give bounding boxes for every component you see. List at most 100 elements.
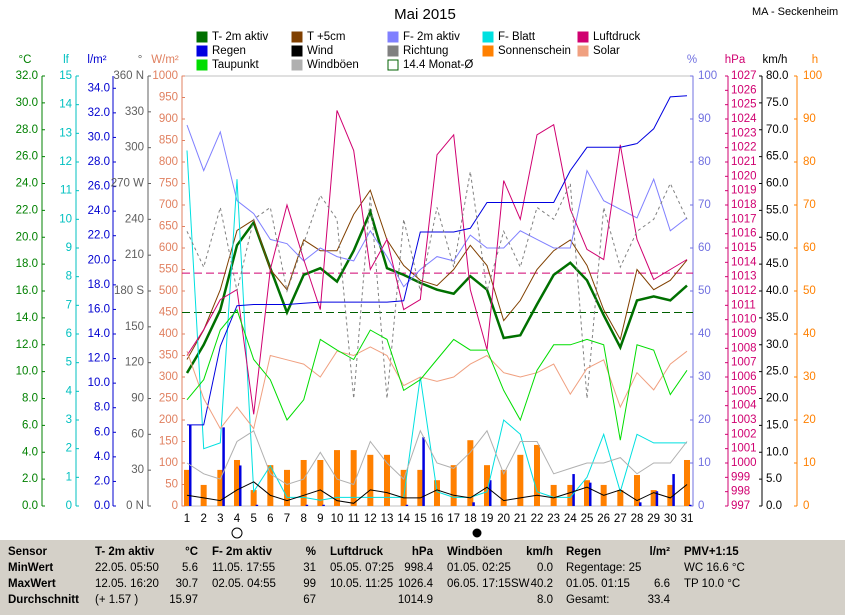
series-line xyxy=(187,95,688,426)
series-line xyxy=(186,171,688,399)
table-cell: Regen xyxy=(566,546,601,558)
y-tick-label: 18.0 xyxy=(16,258,38,270)
y-tick-label: 1002 xyxy=(731,428,757,440)
y-tick-label: 5 xyxy=(66,357,72,369)
bar xyxy=(667,484,674,506)
bar xyxy=(500,469,507,506)
y-tick-label: 9 xyxy=(66,242,72,254)
bar xyxy=(234,459,240,506)
y-tick-label: 997 xyxy=(731,500,750,512)
y-tick-label: 1019 xyxy=(731,185,757,197)
table-cell: 67 xyxy=(303,594,316,606)
y-tick-label: 700 xyxy=(159,199,178,211)
moon-new xyxy=(472,528,482,538)
y-tick-label: 1023 xyxy=(731,127,757,139)
x-tick-label: 21 xyxy=(514,513,527,525)
rain-bar xyxy=(672,474,675,506)
x-tick-label: 19 xyxy=(481,513,494,525)
x-tick-label: 4 xyxy=(234,513,241,525)
y-tick-label: 15.0 xyxy=(766,419,788,431)
table-cell: 6.6 xyxy=(654,578,670,590)
y-tick-label: 750 xyxy=(159,178,178,190)
y-tick-label: 0 xyxy=(698,500,704,512)
x-tick-label: 1 xyxy=(184,513,190,525)
y-tick-label: 0.0 xyxy=(94,500,110,512)
y-tick-label: 40 xyxy=(698,328,711,340)
bar xyxy=(334,450,340,506)
y-tick-label: 22.0 xyxy=(88,230,110,242)
y-tick-label: 14.0 xyxy=(16,312,38,324)
table-cell: 5.6 xyxy=(182,562,198,574)
bar xyxy=(367,454,374,506)
y-tick-label: 40 xyxy=(803,328,816,340)
y-tick-label: 8 xyxy=(66,271,72,283)
y-tick-label: 8.0 xyxy=(94,402,110,414)
bar xyxy=(584,480,590,506)
y-tick-label: 6 xyxy=(66,328,72,340)
y-tick-label: 330 xyxy=(125,106,144,118)
y-tick-label: 80.0 xyxy=(766,70,788,82)
bar xyxy=(617,490,624,506)
y-tick-label: 1015 xyxy=(731,242,757,254)
legend-label: Regen xyxy=(212,45,246,57)
legend-swatch xyxy=(291,31,303,43)
y-tick-label: 250 xyxy=(159,393,178,405)
y-tick-label: 90 xyxy=(131,393,144,405)
y-tick-label: 300 xyxy=(159,371,178,383)
rain-bar xyxy=(305,504,309,506)
axis-label: h xyxy=(812,54,818,66)
y-tick-label: 1 xyxy=(66,471,72,483)
y-tick-label: 150 xyxy=(159,436,178,448)
rain-bar xyxy=(572,474,575,506)
x-tick-label: 10 xyxy=(331,513,344,525)
y-tick-label: 70 xyxy=(698,199,711,211)
y-tick-label: 80 xyxy=(803,156,816,168)
y-tick-label: 20.0 xyxy=(766,393,788,405)
chart-title: Mai 2015 xyxy=(394,6,456,23)
bar xyxy=(484,465,490,506)
table-cell: PMV+1:15 xyxy=(684,546,739,558)
y-tick-label: 270 W xyxy=(111,178,144,190)
legend-swatch xyxy=(196,31,208,43)
y-tick-label: 1012 xyxy=(731,285,757,297)
series-line xyxy=(186,429,688,486)
y-tick-label: 30.0 xyxy=(766,339,788,351)
table-cell: km/h xyxy=(526,546,553,558)
y-tick-label: 20.0 xyxy=(88,254,110,266)
y-tick-label: 998 xyxy=(731,486,750,498)
table-cell: 05.05. 07:25 xyxy=(330,562,394,574)
y-tick-label: 30.0 xyxy=(88,131,110,143)
x-tick-label: 7 xyxy=(284,513,290,525)
y-tick-label: 600 xyxy=(159,242,178,254)
legend-label: T +5cm xyxy=(307,31,345,43)
legend-swatch xyxy=(387,45,399,57)
bar xyxy=(534,444,540,506)
x-tick-label: 24 xyxy=(564,513,577,525)
bar xyxy=(567,484,574,506)
y-tick-label: 20 xyxy=(698,414,711,426)
y-tick-label: 30 xyxy=(698,371,711,383)
y-tick-label: 150 xyxy=(125,321,144,333)
x-tick-label: 28 xyxy=(631,513,644,525)
y-tick-label: 360 N xyxy=(113,70,144,82)
y-tick-label: 1013 xyxy=(731,271,757,283)
table-cell: 0.0 xyxy=(537,562,553,574)
bar xyxy=(684,459,690,506)
y-tick-label: 15 xyxy=(59,70,72,82)
y-tick-label: 1017 xyxy=(731,213,757,225)
legend-swatch xyxy=(387,59,399,71)
table-cell: Windböen xyxy=(447,546,502,558)
y-tick-label: 65.0 xyxy=(766,151,788,163)
table-cell: 01.05. 01:15 xyxy=(566,578,630,590)
y-tick-label: 12.0 xyxy=(16,339,38,351)
y-tick-label: 4.0 xyxy=(94,451,110,463)
x-tick-label: 11 xyxy=(348,513,360,525)
legend-label: Wind xyxy=(307,45,333,57)
y-tick-label: 1011 xyxy=(731,299,756,311)
bar xyxy=(450,465,457,506)
table-cell: F- 2m aktiv xyxy=(212,546,273,558)
y-tick-label: 550 xyxy=(159,264,178,276)
